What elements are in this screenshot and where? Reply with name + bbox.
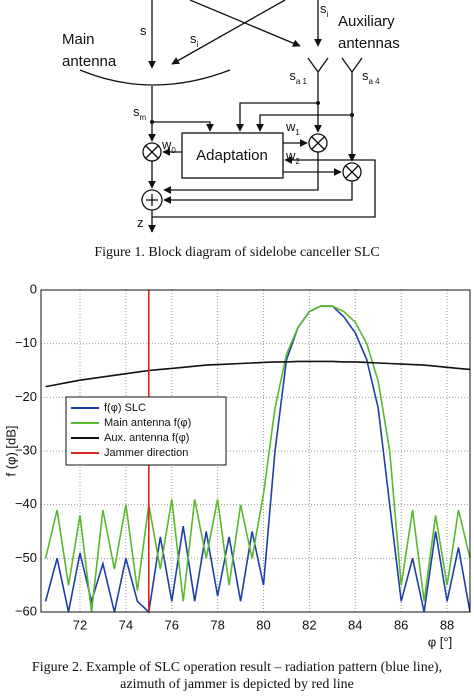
adaptation-box <box>181 132 284 179</box>
signal-line <box>171 0 286 65</box>
series-line <box>44 305 471 613</box>
label-text: z <box>137 215 144 230</box>
label-text: s <box>289 68 296 83</box>
label-text: s <box>140 23 147 38</box>
x-tick-label: 76 <box>165 617 179 632</box>
label-text: Main <box>62 31 95 48</box>
signal-line <box>163 152 319 194</box>
diagram-label: antennas <box>338 35 400 52</box>
chart: 0 −10 −20 −30 −40 −50 −60 72 74 76 78 80 82 84 86 88 φ [… <box>3 281 471 649</box>
y-tick-label: −40 <box>15 496 37 511</box>
diagram-label: z <box>137 215 144 230</box>
y-tick-label: −20 <box>15 389 37 404</box>
label-subscript: 0 <box>171 146 176 155</box>
label-text: s <box>190 31 197 46</box>
diagram-label: Main <box>62 31 95 48</box>
x-tick-label: 74 <box>119 617 133 632</box>
signal-line <box>256 114 352 132</box>
label-text: antennas <box>338 35 400 52</box>
y-axis-label: f (φ) [dB] <box>3 425 18 476</box>
label-subscript: a 1 <box>296 77 308 86</box>
label-subscript: i <box>197 40 199 49</box>
diagram-label: s <box>140 23 147 38</box>
diagram-label: w1 <box>285 119 300 137</box>
legend-label: Main antenna f(φ) <box>104 417 191 429</box>
legend-label: Jammer direction <box>104 447 188 459</box>
label-subscript: i <box>327 10 329 19</box>
label-subscript: a 4 <box>369 77 381 86</box>
label-text: w <box>285 148 296 163</box>
series-line <box>45 360 471 388</box>
x-tick-label: 88 <box>440 617 454 632</box>
x-tick-label: 84 <box>348 617 362 632</box>
y-tick-label: −50 <box>15 550 37 565</box>
diagram-label: sa 1 <box>289 68 307 86</box>
legend-label: Aux. antenna f(φ) <box>104 432 189 444</box>
x-tick-label: 82 <box>302 617 316 632</box>
label-text: w <box>161 137 172 152</box>
label-text: w <box>285 119 296 134</box>
y-tick-label: 0 <box>30 281 37 296</box>
diagram-label: si <box>320 1 329 19</box>
label-subscript: m <box>140 113 147 122</box>
multiplier <box>345 165 359 179</box>
diagram-label: sa 4 <box>362 68 380 86</box>
diagram-label: antenna <box>62 53 117 70</box>
legend-label: f(φ) SLC <box>104 402 146 414</box>
plot-frame <box>40 289 471 613</box>
figure-caption: Figure 1. Block diagram of sidelobe canc… <box>94 245 379 260</box>
series-line <box>44 305 471 614</box>
y-tick-label: −10 <box>15 335 37 350</box>
multiplier <box>145 145 159 159</box>
x-axis-label: φ [°] <box>428 634 452 649</box>
label-subscript: 1 <box>295 128 300 137</box>
main-antenna <box>79 69 231 86</box>
x-tick-label: 80 <box>256 617 270 632</box>
signal-line <box>236 102 318 132</box>
summer <box>146 194 158 206</box>
label-text: s <box>362 68 369 83</box>
y-tick-label: −60 <box>15 603 37 618</box>
y-tick-label: −30 <box>15 442 37 457</box>
x-tick-label: 86 <box>394 617 408 632</box>
diagram-label: w2 <box>285 148 300 166</box>
diagram-label: w0 <box>161 137 176 155</box>
figure-caption: azimuth of jammer is depicted by red lin… <box>120 677 354 692</box>
label-text: antenna <box>62 53 117 70</box>
aux-antenna <box>341 57 363 82</box>
feedback-line <box>152 156 376 218</box>
diagram-label: Auxiliary <box>338 13 395 30</box>
signal-line <box>152 121 214 132</box>
x-tick-label: 72 <box>73 617 87 632</box>
diagram-label: sm <box>133 104 147 122</box>
label-text: Adaptation <box>196 147 268 164</box>
aux-antenna <box>307 57 329 82</box>
x-tick-label: 78 <box>210 617 224 632</box>
diagram-label: si <box>190 31 199 49</box>
signal-line <box>163 181 353 204</box>
label-text: s <box>320 1 327 16</box>
label-text: s <box>133 104 140 119</box>
diagram-label: Adaptation <box>196 147 268 164</box>
label-subscript: 2 <box>295 157 300 166</box>
multiplier <box>311 136 325 150</box>
label-text: Auxiliary <box>338 13 395 30</box>
figure-caption: Figure 2. Example of SLC operation resul… <box>32 660 442 675</box>
